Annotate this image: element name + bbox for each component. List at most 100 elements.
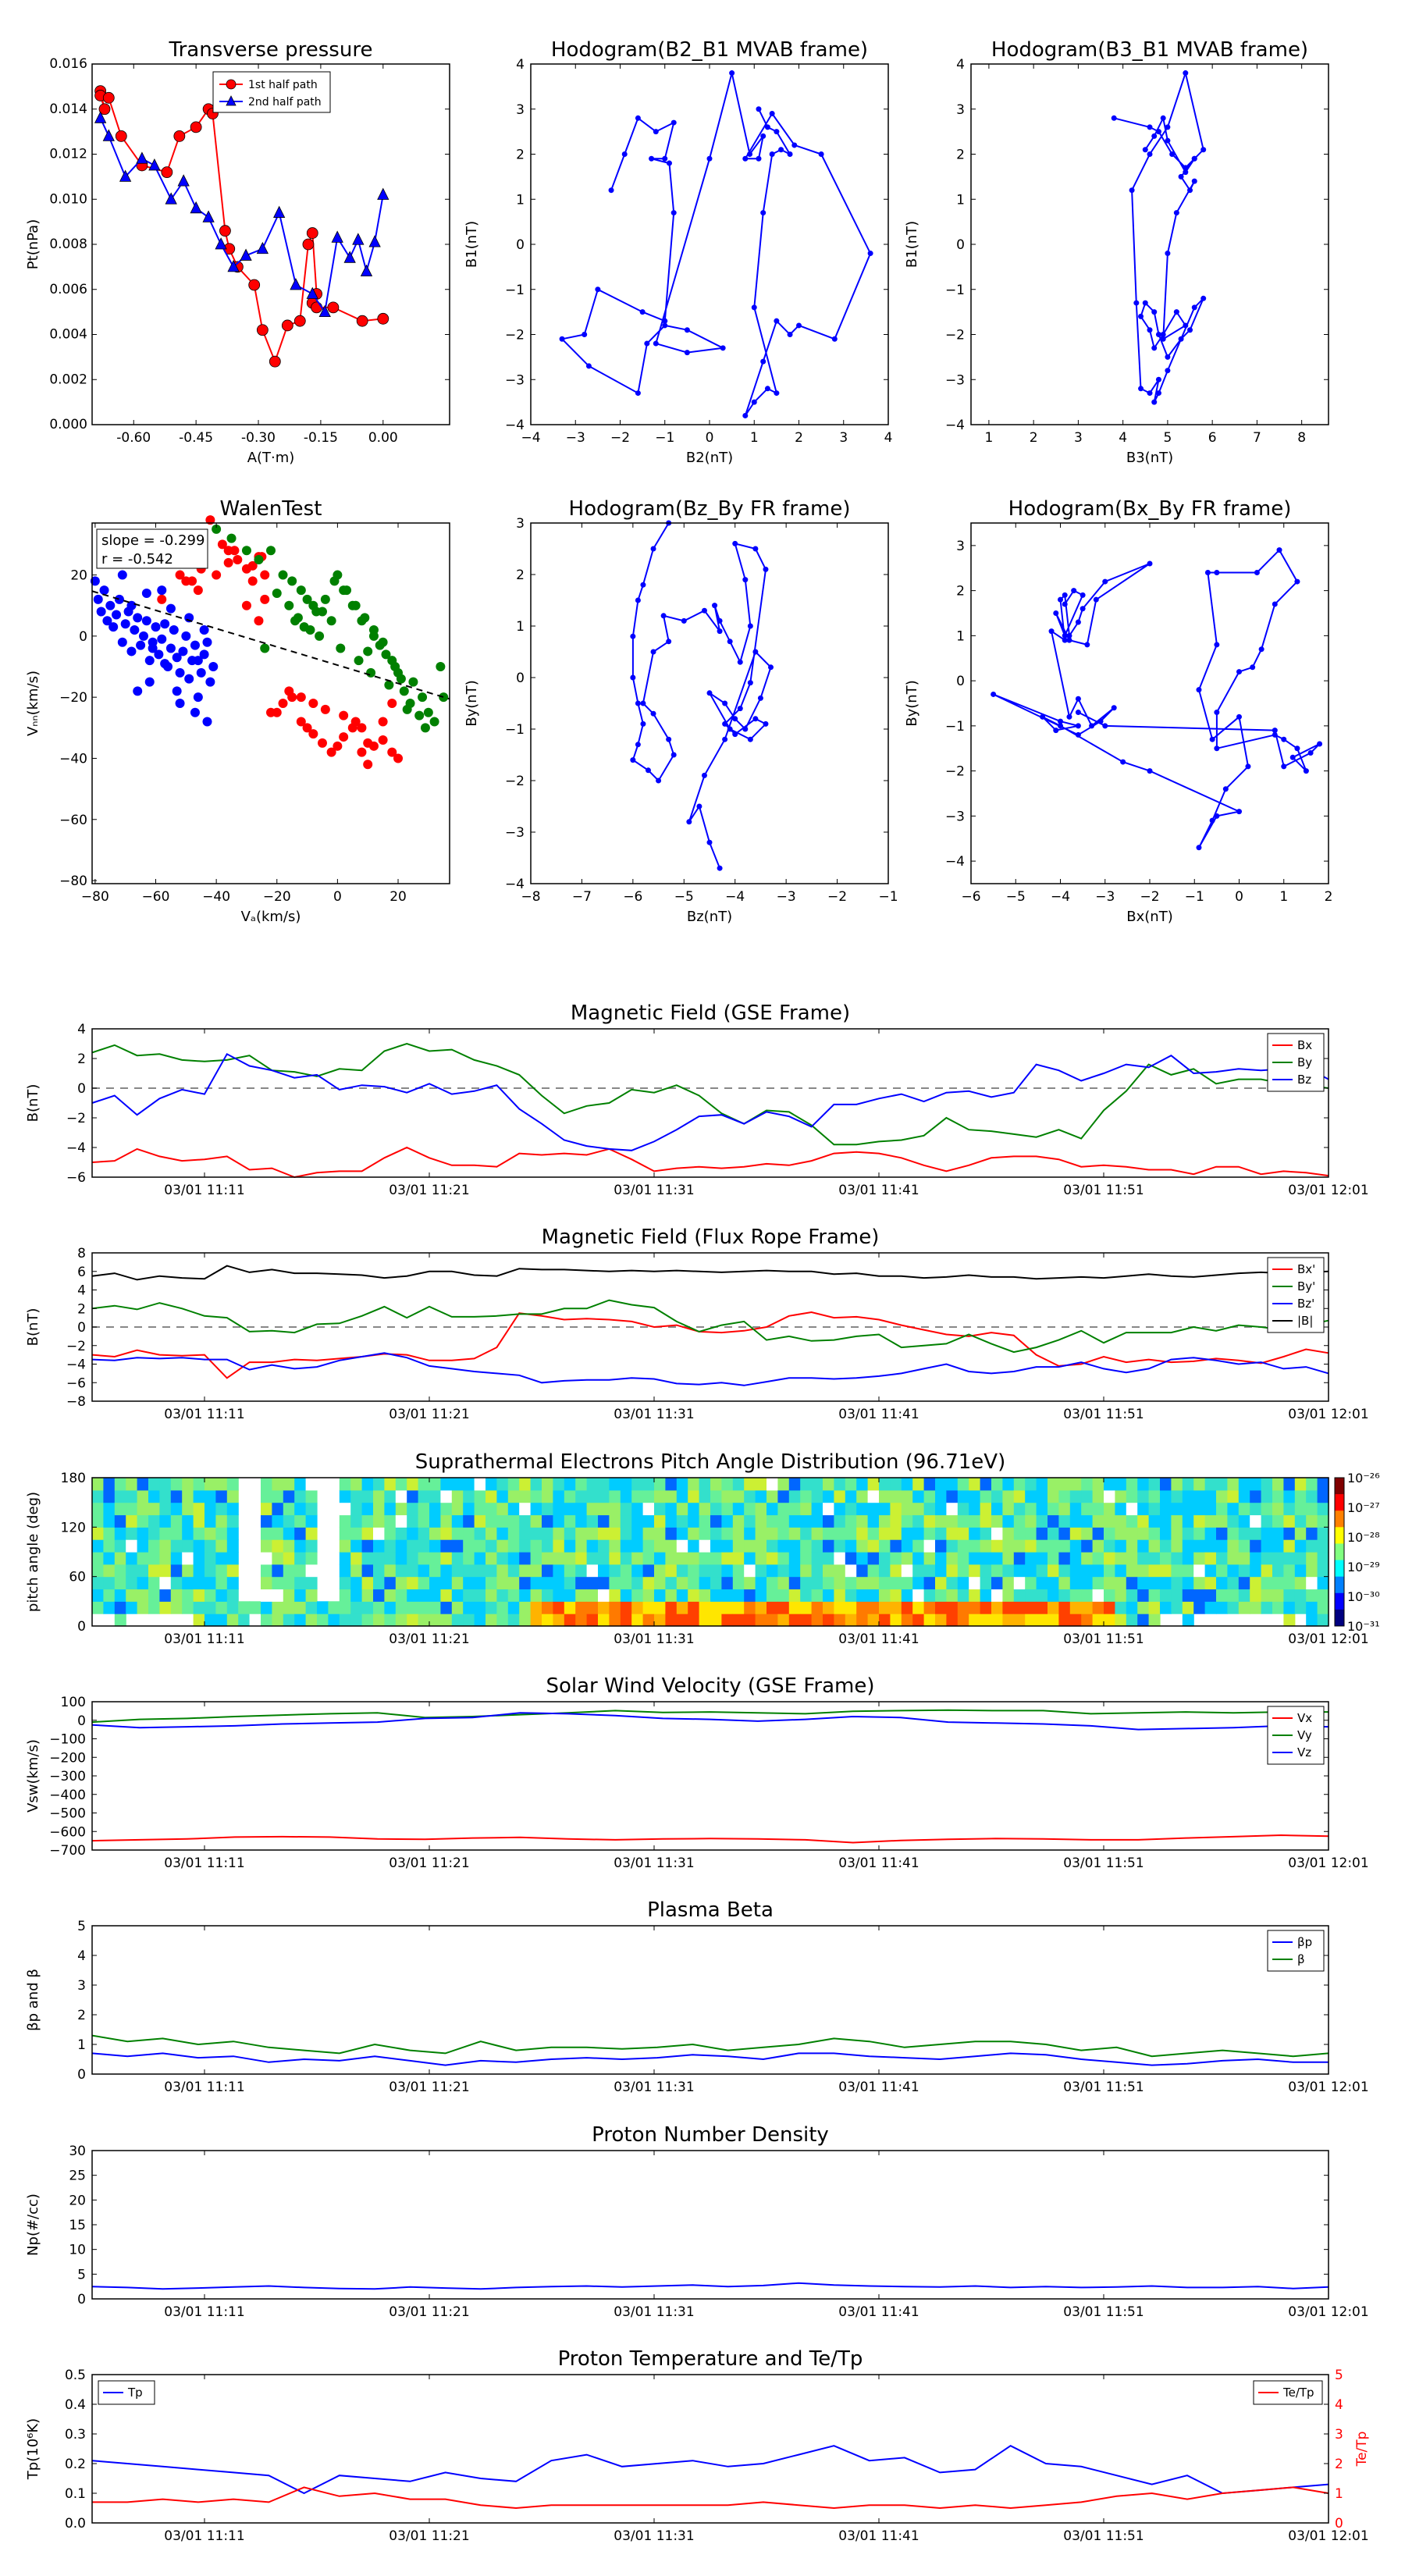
panel4-annotation-r: r = -0.542 [101, 551, 173, 568]
timeseries7-ylabel: Tp(10⁶K) [25, 2418, 41, 2480]
timeseries3-cell [193, 1614, 205, 1627]
timeseries3-cell [710, 1539, 722, 1553]
timeseries3-cell [530, 1564, 542, 1578]
panel1-legend-marker [226, 95, 237, 106]
panel6-point [1254, 570, 1260, 576]
panel4-point [418, 692, 428, 703]
timeseries3-cell [946, 1576, 959, 1590]
panel6-point [1075, 723, 1081, 729]
timeseries3-cell [1227, 1601, 1240, 1614]
timeseries3-cell [205, 1564, 216, 1578]
panel1-point [115, 130, 127, 142]
timeseries3-cell [294, 1552, 307, 1565]
timeseries3-cell [946, 1589, 959, 1602]
panel1-point [293, 315, 306, 327]
timeseries1-y-tick-label: −4 [66, 1140, 86, 1156]
timeseries3-cell [1069, 1576, 1082, 1590]
timeseries3-cell [788, 1589, 801, 1602]
panel4-ylabel: Vₙₙ(km/s) [25, 671, 41, 736]
timeseries3-cell [609, 1552, 621, 1565]
timeseries3-cell [654, 1576, 666, 1590]
timeseries3-cell [261, 1489, 272, 1503]
timeseries3-cell [620, 1576, 632, 1590]
timeseries3-cell [1261, 1601, 1273, 1614]
timeseries3-cell [586, 1527, 599, 1540]
panel4-point [260, 570, 270, 580]
timeseries3-cell [407, 1539, 419, 1553]
timeseries5-frame [91, 1925, 1329, 2075]
timeseries3-cell [126, 1502, 138, 1516]
timeseries3-cell [1069, 1489, 1082, 1503]
timeseries3-cell [980, 1576, 992, 1590]
timeseries3-cell [1137, 1564, 1150, 1578]
timeseries3-cell [1204, 1539, 1217, 1553]
timeseries3-cell [980, 1489, 992, 1503]
timeseries7-x-tick-label: 03/01 11:31 [614, 2528, 694, 2544]
timeseries7-frame [91, 2374, 1329, 2524]
panel3-title: Hodogram(B3_B1 MVAB frame) [991, 38, 1308, 62]
panel6-point [1245, 763, 1251, 770]
timeseries3-cell [114, 1614, 126, 1627]
timeseries3-cell [384, 1489, 397, 1503]
timeseries3-cell [474, 1552, 486, 1565]
timeseries3-cell [1126, 1539, 1138, 1553]
timeseries6-x-tick-label: 03/01 11:31 [614, 2304, 694, 2320]
timeseries3-cell [474, 1564, 486, 1578]
timeseries3-cell [777, 1478, 790, 1491]
timeseries3-cell [946, 1601, 959, 1614]
timeseries4-x-tick-label: 03/01 11:21 [389, 1856, 469, 1871]
timeseries3-cell [867, 1601, 880, 1614]
timeseries3-cell [946, 1514, 959, 1528]
panel5-point [752, 649, 759, 655]
timeseries3-cell [103, 1489, 116, 1503]
panel6-ylabel: By(nT) [904, 680, 920, 726]
timeseries3-cell [92, 1576, 104, 1590]
timeseries3-cell [688, 1478, 700, 1491]
timeseries3-cell [811, 1478, 823, 1491]
timeseries3-cell [496, 1552, 509, 1565]
panel3-point [1165, 368, 1171, 374]
timeseries3-cell [1126, 1502, 1138, 1516]
timeseries3-cell [1081, 1539, 1094, 1553]
timeseries3-y-tick-label: 180 [61, 1471, 86, 1486]
timeseries3-cell [474, 1614, 486, 1627]
timeseries3-cell [429, 1489, 441, 1503]
timeseries3-cell [148, 1552, 160, 1565]
timeseries1-legend-label: Bz [1297, 1073, 1311, 1087]
panel4-point [439, 692, 449, 703]
panel4-point [178, 646, 188, 656]
timeseries3-cell [137, 1527, 149, 1540]
timeseries3-cell [901, 1478, 913, 1491]
timeseries3-cell [732, 1552, 745, 1565]
timeseries3-cell [991, 1502, 1003, 1516]
panel6-point [1111, 705, 1117, 711]
timeseries3-cell [721, 1601, 734, 1614]
timeseries3-cell [642, 1514, 655, 1528]
timeseries3-cell [1058, 1589, 1071, 1602]
timeseries3-cell [272, 1478, 284, 1491]
timeseries3-cell [238, 1614, 251, 1627]
panel3-point [1165, 354, 1171, 360]
timeseries3-cell [1182, 1589, 1194, 1602]
timeseries3-x-tick-label: 03/01 12:01 [1288, 1631, 1368, 1647]
timeseries3-cell [1048, 1527, 1059, 1540]
timeseries3-cell [1306, 1601, 1318, 1614]
panel1-point [360, 264, 373, 277]
timeseries3-cell [957, 1539, 969, 1553]
timeseries3-cell [283, 1576, 295, 1590]
panel6-x-tick-label: 0 [1235, 889, 1243, 905]
timeseries4-title: Solar Wind Velocity (GSE Frame) [546, 1674, 874, 1698]
timeseries3-cell [350, 1489, 363, 1503]
timeseries3-cell [418, 1614, 430, 1627]
timeseries3-cell [935, 1514, 947, 1528]
timeseries3-cell [901, 1564, 913, 1578]
timeseries3-cell [553, 1601, 565, 1614]
timeseries3-cell [744, 1514, 756, 1528]
timeseries7-y2-tick-label: 2 [1335, 2457, 1343, 2472]
timeseries3-cell [126, 1514, 138, 1528]
timeseries3-cell [486, 1564, 497, 1578]
timeseries3-cell [575, 1514, 588, 1528]
timeseries3-cell [1216, 1576, 1228, 1590]
timeseries3-cell [103, 1539, 116, 1553]
